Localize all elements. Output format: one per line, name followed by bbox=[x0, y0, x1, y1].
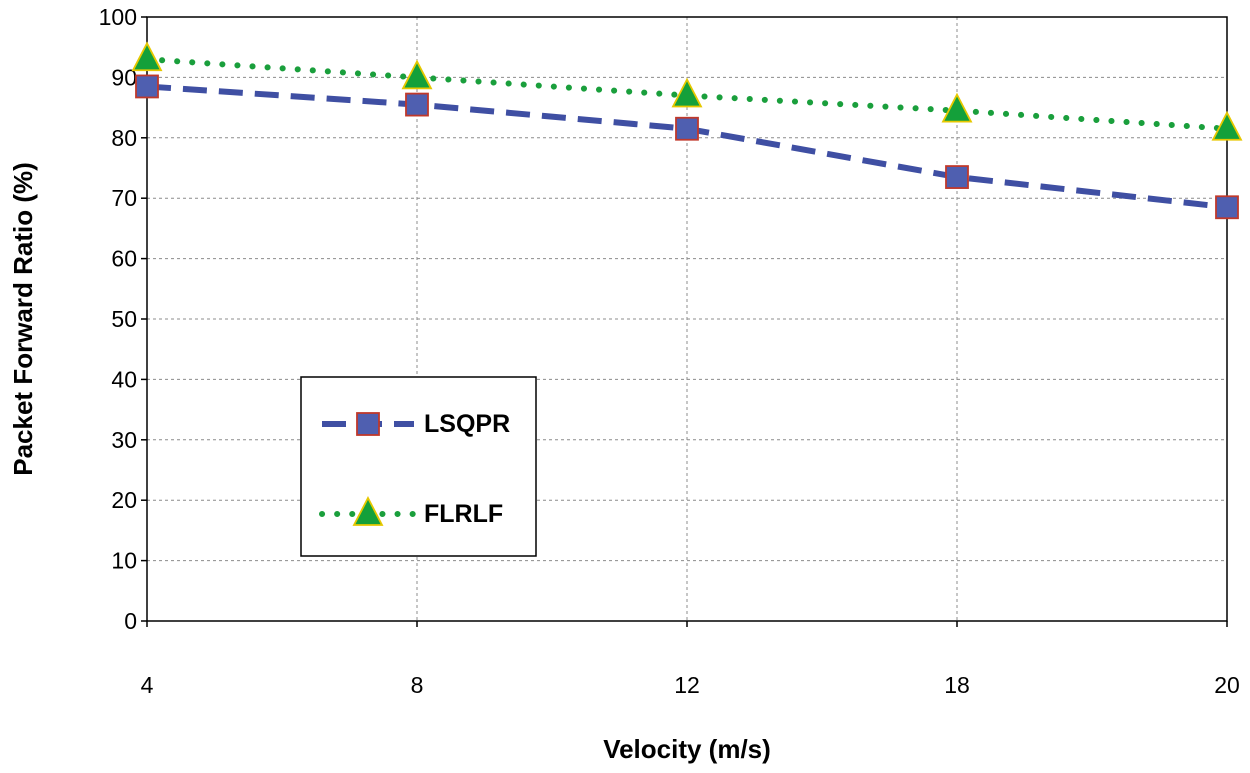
legend-label-flrlf: FLRLF bbox=[424, 500, 503, 528]
legend: LSQPR FLRLF bbox=[300, 376, 537, 557]
data-series bbox=[131, 41, 1243, 220]
data-point-lsqpr bbox=[135, 74, 159, 99]
x-tick-label: 4 bbox=[141, 672, 154, 698]
data-point-lsqpr bbox=[945, 165, 969, 189]
series-lsqpr bbox=[135, 74, 1239, 220]
y-axis-tick-labels: 0 10 20 30 40 50 60 70 80 90 100 bbox=[99, 4, 147, 634]
data-point-lsqpr bbox=[405, 92, 429, 117]
legend-box bbox=[300, 376, 537, 557]
legend-marker-flrlf bbox=[352, 496, 384, 526]
y-tick-label: 100 bbox=[99, 4, 137, 30]
x-axis-title: Velocity (m/s) bbox=[603, 734, 771, 764]
y-axis-title: Packet Forward Ratio (%) bbox=[8, 162, 38, 476]
legend-entries bbox=[319, 412, 417, 526]
legend-marker-lsqpr bbox=[356, 412, 380, 436]
series-flrlf bbox=[131, 41, 1243, 141]
x-tick-label: 12 bbox=[674, 672, 700, 698]
y-tick-label: 30 bbox=[111, 427, 137, 453]
data-point-lsqpr bbox=[1215, 195, 1239, 220]
y-tick-label: 60 bbox=[111, 246, 137, 272]
x-axis-tick-labels: 4 8 12 18 20 bbox=[141, 621, 1240, 698]
data-point-flrlf bbox=[131, 41, 163, 72]
y-tick-label: 0 bbox=[124, 608, 137, 634]
data-point-flrlf bbox=[1211, 110, 1243, 141]
x-tick-label: 18 bbox=[944, 672, 970, 698]
data-point-lsqpr bbox=[675, 116, 699, 141]
x-tick-label: 20 bbox=[1214, 672, 1240, 698]
y-tick-label: 10 bbox=[111, 548, 137, 574]
y-tick-label: 20 bbox=[111, 487, 137, 513]
y-tick-label: 70 bbox=[111, 185, 137, 211]
x-tick-label: 8 bbox=[411, 672, 424, 698]
legend-label-lsqpr: LSQPR bbox=[424, 410, 510, 438]
y-tick-label: 50 bbox=[111, 306, 137, 332]
y-tick-label: 90 bbox=[111, 64, 137, 90]
data-point-flrlf bbox=[671, 77, 703, 108]
data-point-flrlf bbox=[941, 92, 973, 123]
y-tick-label: 80 bbox=[111, 125, 137, 151]
y-tick-label: 40 bbox=[111, 366, 137, 392]
data-point-flrlf bbox=[401, 59, 433, 90]
